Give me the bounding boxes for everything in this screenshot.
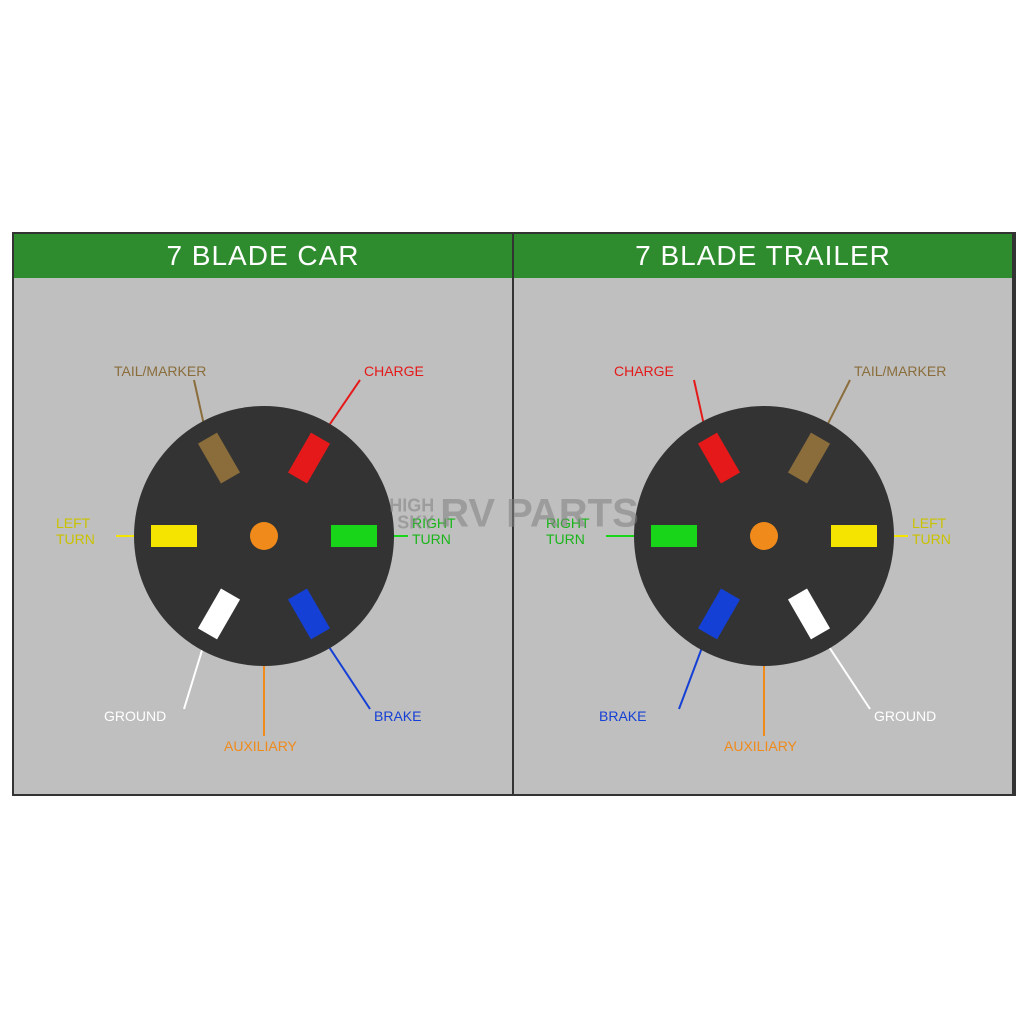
pin-auxiliary: [250, 522, 278, 550]
label-auxiliary: AUXILIARY: [224, 738, 298, 754]
diagram-canvas: 7 BLADE CAR TAIL/MARKER CHARGE LEFTTURN RIG…: [12, 232, 1016, 796]
svg-car: TAIL/MARKER CHARGE LEFTTURN RIGHTTURN GROUND…: [14, 278, 514, 794]
label-brake: BRAKE: [599, 708, 646, 724]
label-charge: CHARGE: [614, 363, 674, 379]
pin-left_turn: [831, 525, 877, 547]
label-right_turn: RIGHTTURN: [412, 515, 456, 547]
panel-title: 7 BLADE TRAILER: [635, 240, 891, 272]
label-auxiliary: AUXILIARY: [724, 738, 798, 754]
panel-trailer: 7 BLADE TRAILER CHARGE TAIL/MARKER RIGHTTU…: [514, 234, 1014, 794]
pin-left_turn: [151, 525, 197, 547]
label-charge: CHARGE: [364, 363, 424, 379]
label-tail_marker: TAIL/MARKER: [854, 363, 946, 379]
pin-right_turn: [651, 525, 697, 547]
label-right_turn: RIGHTTURN: [546, 515, 590, 547]
pin-auxiliary: [750, 522, 778, 550]
label-left_turn: LEFTTURN: [56, 515, 95, 547]
label-ground: GROUND: [874, 708, 936, 724]
label-brake: BRAKE: [374, 708, 421, 724]
svg-trailer: CHARGE TAIL/MARKER RIGHTTURN LEFTTURN BRAKE G…: [514, 278, 1014, 794]
panel-header-trailer: 7 BLADE TRAILER: [514, 234, 1012, 278]
diagram-trailer: CHARGE TAIL/MARKER RIGHTTURN LEFTTURN BRAKE G…: [514, 278, 1012, 794]
panel-header-car: 7 BLADE CAR: [14, 234, 512, 278]
diagram-car: TAIL/MARKER CHARGE LEFTTURN RIGHTTURN GROUND…: [14, 278, 512, 794]
label-tail_marker: TAIL/MARKER: [114, 363, 206, 379]
label-left_turn: LEFTTURN: [912, 515, 951, 547]
label-ground: GROUND: [104, 708, 166, 724]
pin-right_turn: [331, 525, 377, 547]
panel-car: 7 BLADE CAR TAIL/MARKER CHARGE LEFTTURN RIG…: [14, 234, 514, 794]
panel-title: 7 BLADE CAR: [166, 240, 359, 272]
